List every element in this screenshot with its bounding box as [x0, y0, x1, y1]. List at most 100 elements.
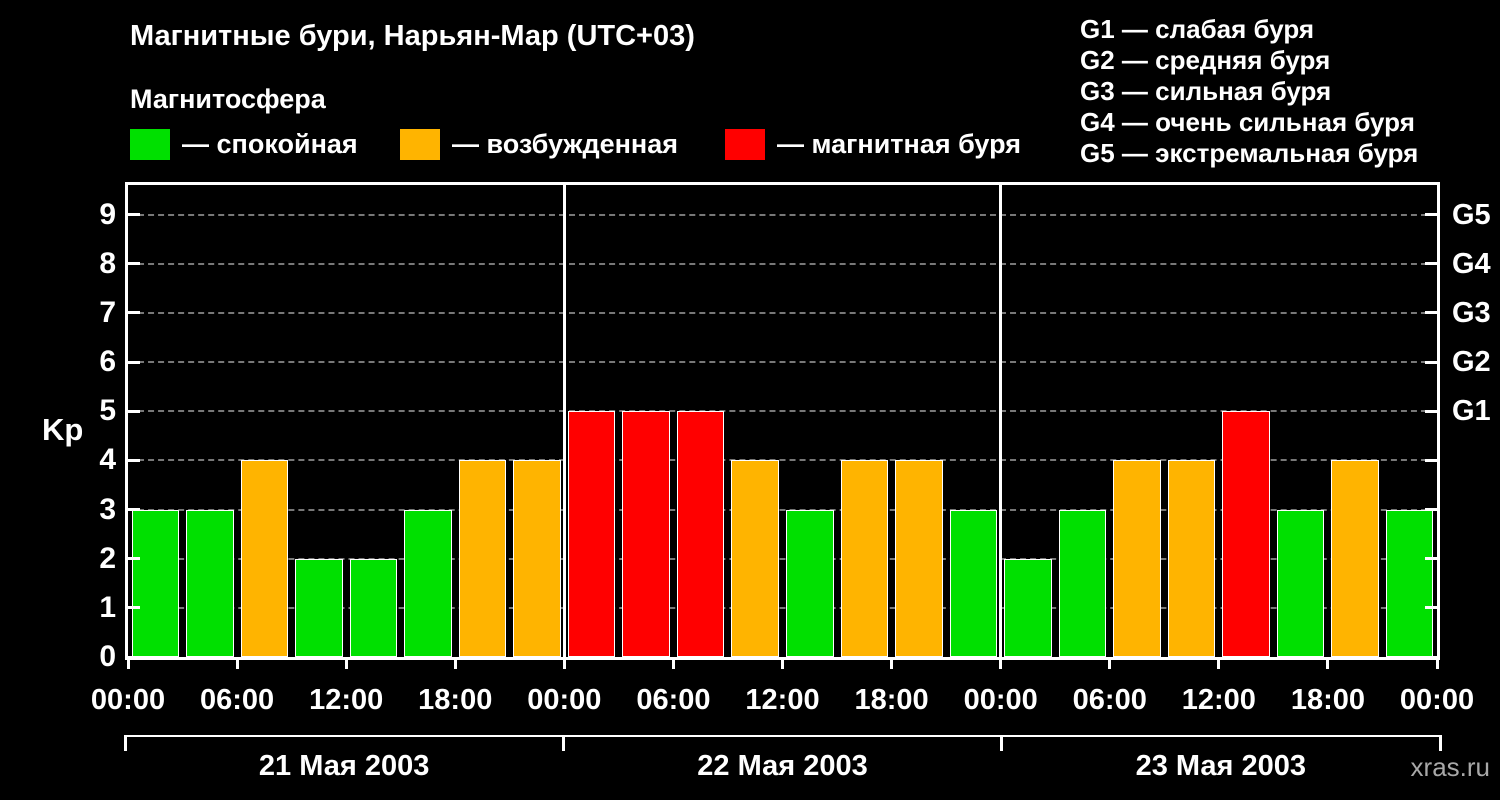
quiet-color-swatch: [130, 129, 170, 160]
g-scale-label: G4: [1452, 247, 1491, 280]
gridline: [128, 606, 1437, 609]
x-axis-label: 12:00: [1181, 684, 1256, 716]
storm-scale-g4: G4 — очень сильная буря: [1080, 107, 1415, 137]
x-axis-tick: [453, 660, 457, 669]
y-axis-tick-left: [128, 458, 140, 462]
legend-label-storm: — магнитная буря: [777, 129, 1021, 159]
g-scale-label: G1: [1452, 395, 1491, 428]
x-axis-tick: [671, 660, 675, 669]
legend-item-quiet: — спокойная: [130, 129, 358, 160]
kp-bar: [131, 509, 180, 657]
storm-scale-g5: G5 — экстремальная буря: [1080, 138, 1419, 168]
y-axis-tick-right: [1425, 311, 1437, 315]
y-axis-label: 9: [99, 197, 116, 231]
y-axis-tick-right: [1425, 409, 1437, 413]
y-axis-title: Kp: [42, 412, 84, 447]
y-axis-label: 6: [99, 345, 116, 378]
y-axis-tick-right: [1425, 655, 1437, 659]
y-axis-label: 4: [99, 443, 116, 477]
gridline: [128, 262, 1437, 265]
y-axis-tick-left: [128, 311, 140, 315]
watermark: xras.ru: [1410, 752, 1490, 782]
x-axis-tick: [235, 660, 239, 669]
y-axis-label: 7: [99, 295, 116, 329]
y-axis-tick-left: [128, 213, 140, 216]
x-axis-label: 06:00: [1072, 684, 1147, 716]
kp-bar: [240, 460, 289, 657]
y-axis-tick-right: [1425, 606, 1437, 610]
kp-bar: [895, 460, 943, 657]
kp-bar: [1113, 460, 1161, 657]
x-axis-label: 00:00: [527, 684, 602, 716]
kp-bar: [513, 460, 561, 657]
kp-bar: [295, 558, 343, 657]
y-axis-tick-left: [128, 655, 140, 659]
x-axis-label: 18:00: [1290, 684, 1365, 716]
y-axis-tick-left: [128, 360, 140, 364]
storm-scale-legend: G1 — слабая буря G2 — средняя буря G3 — …: [1080, 14, 1418, 169]
kp-bar: [1331, 460, 1379, 657]
legend-item-excited: — возбужденная: [400, 129, 678, 160]
gridline: [128, 311, 1437, 314]
plot-area: [125, 182, 1440, 660]
x-axis-label: 12:00: [309, 684, 384, 716]
kp-bar: [786, 509, 834, 657]
kp-bar: [1004, 558, 1052, 657]
kp-bar: [567, 411, 616, 657]
date-axis-tick: [1000, 735, 1004, 751]
x-axis-label: 06:00: [199, 684, 275, 716]
legend-label-excited: — возбужденная: [452, 129, 678, 159]
gridline: [128, 557, 1437, 560]
gridline: [128, 508, 1437, 511]
x-axis-tick: [1326, 660, 1330, 669]
storm-scale-g2: G2 — средняя буря: [1080, 45, 1331, 75]
date-axis-line: [125, 735, 1440, 737]
x-axis-label: 00:00: [90, 684, 166, 716]
y-axis-label: 3: [99, 492, 116, 526]
y-axis-tick-left: [128, 557, 140, 561]
gridline: [128, 361, 1437, 363]
gridline: [128, 410, 1437, 413]
kp-bar: [731, 460, 779, 657]
g-scale-label: G3: [1452, 296, 1491, 329]
x-axis-label: 18:00: [418, 684, 493, 716]
kp-bar: [949, 509, 998, 657]
g-scale-label: G2: [1452, 346, 1491, 378]
y-axis-tick-right: [1425, 508, 1437, 511]
magnetosphere-label: Магнитосфера: [130, 84, 326, 114]
date-label: 21 Мая 2003: [258, 750, 430, 782]
kp-bar: [1276, 509, 1325, 657]
day-separator-line: [562, 185, 566, 657]
kp-bar: [676, 411, 725, 657]
y-axis-tick-left: [128, 409, 140, 413]
x-axis-tick: [890, 660, 894, 669]
g-scale-label: G5: [1452, 198, 1491, 231]
legend-label-quiet: — спокойная: [182, 129, 358, 159]
y-axis-tick-left: [128, 262, 140, 266]
x-axis-label: 06:00: [636, 684, 711, 716]
kp-bar: [186, 509, 234, 657]
y-axis-label: 0: [99, 640, 116, 673]
x-axis-label: 18:00: [854, 684, 929, 716]
date-axis-tick: [561, 735, 565, 751]
date-axis-tick: [123, 735, 127, 751]
x-axis-tick: [344, 660, 348, 669]
x-axis-tick: [562, 660, 566, 669]
kp-bar: [622, 411, 670, 657]
day-separator-line: [999, 185, 1003, 657]
y-axis-tick-right: [1425, 213, 1437, 216]
y-axis-tick-right: [1425, 262, 1437, 266]
storm-scale-g3: G3 — сильная буря: [1080, 76, 1332, 106]
kp-bar: [1385, 509, 1434, 657]
kp-bar: [404, 509, 452, 657]
kp-bar: [458, 460, 507, 657]
x-axis-tick: [781, 660, 784, 669]
y-axis-tick-right: [1425, 458, 1437, 462]
kp-bar: [1058, 509, 1107, 657]
y-axis-tick-left: [128, 508, 140, 511]
date-label: 22 Мая 2003: [697, 750, 868, 782]
kp-bar: [840, 460, 889, 657]
storm-scale-g1: G1 — слабая буря: [1080, 14, 1315, 44]
legend-item-storm: — магнитная буря: [725, 129, 1021, 160]
